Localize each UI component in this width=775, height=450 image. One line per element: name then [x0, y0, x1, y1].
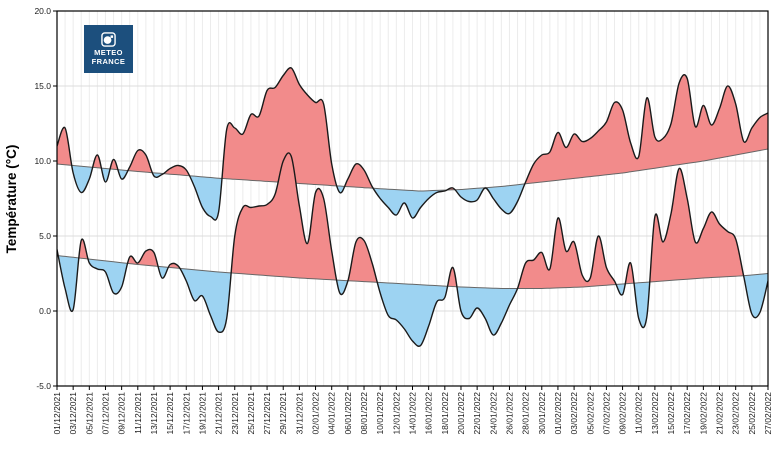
x-tick-label: 08/01/2022	[359, 392, 369, 435]
x-tick-label: 24/01/2022	[488, 392, 498, 435]
y-tick-label: 20.0	[34, 6, 51, 16]
x-tick-label: 25/02/2022	[747, 392, 757, 435]
x-tick-label: 05/12/2021	[84, 392, 94, 435]
meteo-france-logo: METEO FRANCE	[84, 25, 133, 73]
x-axis: 01/12/2021 03/12/2021 05/12/2021 07/12/2021…	[52, 386, 773, 435]
x-tick-label: 31/12/2021	[294, 392, 304, 435]
x-tick-label: 01/02/2022	[553, 392, 563, 435]
y-tick-label: 10.0	[34, 156, 51, 166]
meteo-france-icon	[101, 32, 116, 47]
y-axis: 20.0 15.0 10.0 5.0 0.0 -5.0	[34, 6, 57, 391]
x-tick-label: 12/01/2022	[391, 392, 401, 435]
gridlines	[57, 11, 768, 386]
x-tick-label: 02/01/2022	[311, 392, 321, 435]
x-tick-label: 23/02/2022	[731, 392, 741, 435]
x-tick-label: 23/12/2021	[230, 392, 240, 435]
x-tick-label: 17/02/2022	[682, 392, 692, 435]
x-tick-label: 22/01/2022	[472, 392, 482, 435]
x-tick-label: 06/01/2022	[343, 392, 353, 435]
x-tick-label: 27/12/2021	[262, 392, 272, 435]
x-tick-label: 11/02/2022	[634, 392, 644, 434]
x-tick-label: 03/02/2022	[569, 392, 579, 435]
x-tick-label: 20/01/2022	[456, 392, 466, 435]
x-tick-label: 05/02/2022	[585, 392, 595, 435]
x-tick-label: 29/12/2021	[278, 392, 288, 435]
x-tick-label: 27/02/2022	[763, 392, 773, 435]
x-tick-label: 14/01/2022	[408, 392, 418, 435]
y-tick-label: 5.0	[39, 231, 51, 241]
x-tick-label: 19/12/2021	[197, 392, 207, 435]
x-tick-label: 13/12/2021	[149, 392, 159, 435]
x-tick-label: 07/02/2022	[601, 392, 611, 435]
x-tick-label: 09/02/2022	[618, 392, 628, 435]
y-axis-title: Température (°C)	[4, 145, 19, 254]
x-tick-label: 28/01/2022	[521, 392, 531, 435]
x-tick-label: 07/12/2021	[100, 392, 110, 435]
x-tick-label: 17/12/2021	[181, 392, 191, 435]
x-tick-label: 09/12/2021	[117, 392, 127, 435]
logo-text-meteo: METEO	[94, 47, 123, 57]
x-tick-label: 30/01/2022	[537, 392, 547, 435]
normal-line	[57, 148, 768, 192]
x-tick-label: 13/02/2022	[650, 392, 660, 435]
x-tick-label: 21/02/2022	[715, 392, 725, 435]
x-tick-label: 04/01/2022	[327, 392, 337, 435]
max-temperature-band	[57, 67, 768, 221]
x-tick-label: 11/12/2021	[133, 392, 143, 434]
x-tick-label: 15/12/2021	[165, 392, 175, 435]
x-tick-label: 25/12/2021	[246, 392, 256, 435]
x-tick-label: 10/01/2022	[375, 392, 385, 435]
y-tick-label: 15.0	[34, 81, 51, 91]
x-tick-label: 03/12/2021	[68, 392, 78, 435]
x-tick-label: 26/01/2022	[504, 392, 514, 435]
x-tick-label: 21/12/2021	[214, 392, 224, 435]
y-tick-label: -5.0	[36, 381, 51, 391]
min-temperature-band	[57, 152, 768, 347]
x-tick-label: 18/01/2022	[440, 392, 450, 435]
x-tick-label: 16/01/2022	[424, 392, 434, 435]
x-tick-label: 19/02/2022	[698, 392, 708, 435]
temperature-curve	[57, 67, 768, 221]
y-tick-label: 0.0	[39, 306, 51, 316]
x-tick-label: 15/02/2022	[666, 392, 676, 435]
temperature-curve	[57, 152, 768, 347]
above-normal-area	[57, 67, 768, 192]
logo-text-france: FRANCE	[91, 56, 126, 66]
x-tick-label: 01/12/2021	[52, 392, 62, 435]
